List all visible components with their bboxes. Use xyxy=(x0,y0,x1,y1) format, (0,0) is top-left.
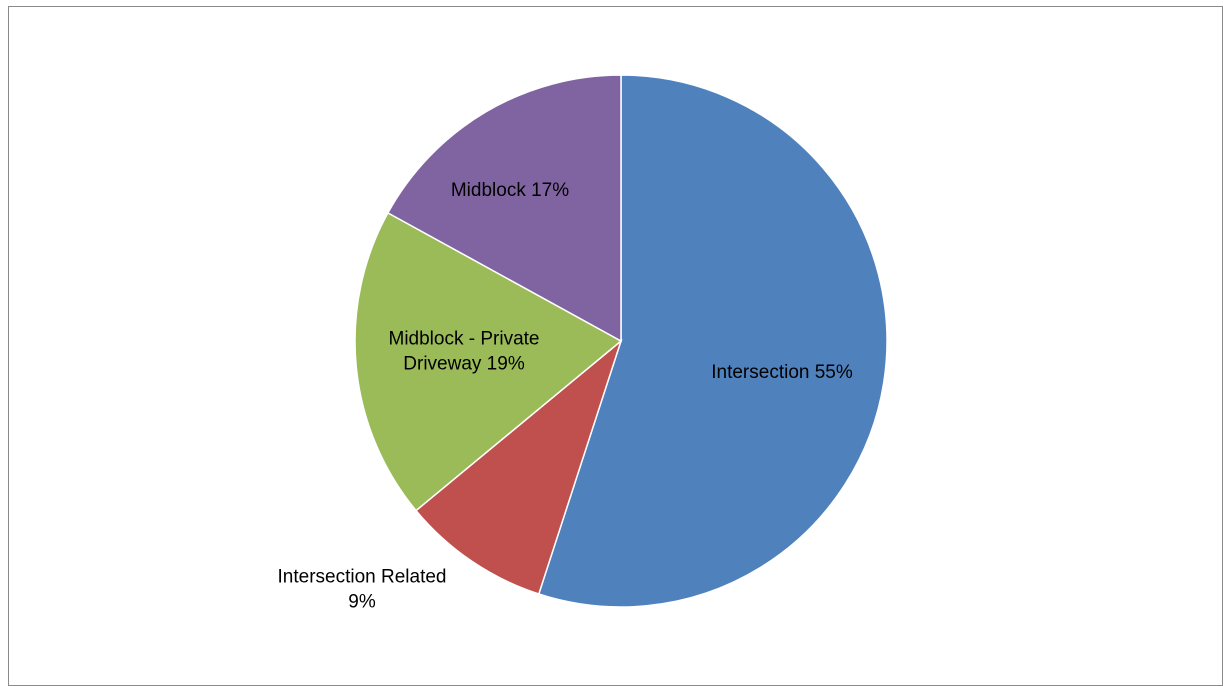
pie-label-line: Midblock 17% xyxy=(451,180,569,201)
pie-label-line: Midblock - Private xyxy=(389,329,540,350)
pie-slice-intersection xyxy=(537,74,888,608)
pie-label-line: Driveway 19% xyxy=(403,354,525,375)
pie-slices xyxy=(354,74,888,608)
pie-label-line: Intersection Related xyxy=(278,567,447,588)
pie-label-line: 9% xyxy=(348,592,376,613)
pie-slice-midblock xyxy=(386,74,622,343)
pie-slice-intersection-related xyxy=(414,338,623,595)
pie-label-midblock: Midblock 17% xyxy=(451,180,569,201)
pie-label-intersection: Intersection 55% xyxy=(711,362,853,383)
pie-slice-midblock-private-driveway xyxy=(354,211,623,512)
pie-label-intersection-related: Intersection Related 9% xyxy=(278,567,447,613)
pie-label-midblock-private-driveway: Midblock - Private Driveway 19% xyxy=(389,329,540,375)
pie-label-line: Intersection 55% xyxy=(711,362,853,383)
pie-labels: Intersection 55% Intersection Related 9% Mi… xyxy=(278,180,853,613)
